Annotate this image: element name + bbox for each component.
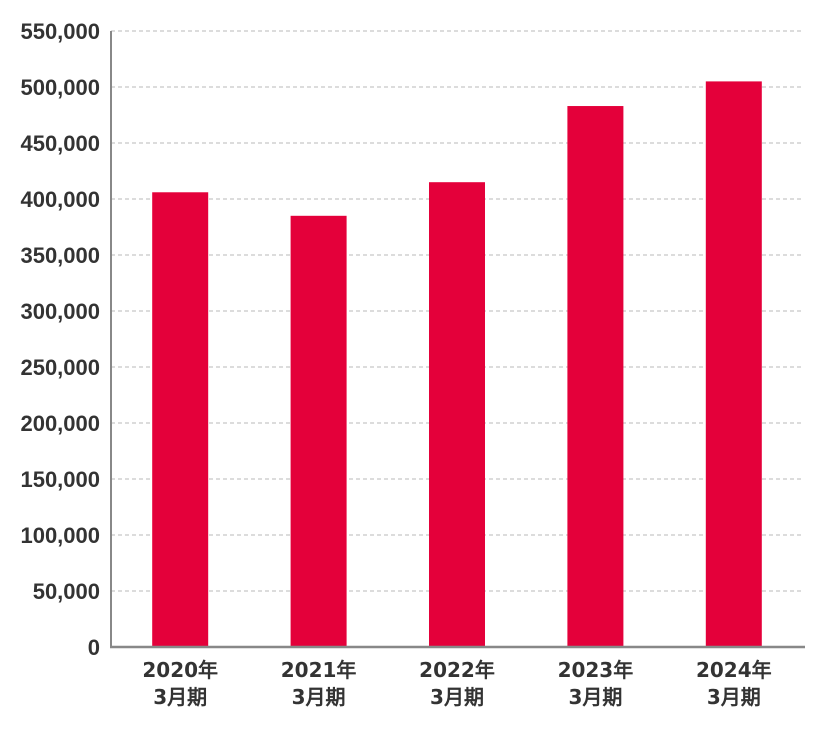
y-tick-label: 150,000 (20, 467, 100, 492)
y-tick-label: 100,000 (20, 523, 100, 548)
y-tick-label: 250,000 (20, 355, 100, 380)
y-tick-label: 0 (88, 635, 100, 660)
y-tick-label: 300,000 (20, 299, 100, 324)
bar (152, 192, 209, 647)
y-tick-label: 50,000 (33, 579, 100, 604)
x-tick-label-line: 2023年 (558, 658, 634, 682)
y-tick-label: 450,000 (20, 131, 100, 156)
x-tick-label-line: 3月期 (153, 685, 207, 709)
x-tick-label: 2023年 3月期 (558, 658, 634, 709)
x-tick-label-line: 3月期 (430, 685, 484, 709)
x-tick-label-line: 2021年 (281, 658, 357, 682)
bars (152, 81, 762, 648)
x-tick-label: 2024年 3月期 (696, 658, 772, 709)
x-tick-label-line: 3月期 (707, 685, 761, 709)
x-tick-label-line: 2024年 (696, 658, 772, 682)
y-axis: 0 50,000 100,000 150,000 200,000 250,000 300,0… (20, 19, 112, 660)
y-tick-label: 350,000 (20, 243, 100, 268)
y-tick-label: 400,000 (20, 187, 100, 212)
y-tick-label: 200,000 (20, 411, 100, 436)
bar (705, 81, 762, 647)
bar (429, 182, 485, 647)
x-tick-label: 2021年 3月期 (281, 658, 357, 709)
x-axis: 2020年 3月期 2021年 3月期 2022年 3月期 2023年 3月期 2024年 3月期 (110, 645, 805, 709)
bar (567, 106, 624, 648)
x-tick-label-line: 3月期 (568, 685, 622, 709)
y-tick-label: 500,000 (20, 75, 100, 100)
y-tick-label: 550,000 (20, 19, 100, 44)
bar (290, 215, 347, 648)
x-tick-label-line: 2022年 (419, 658, 495, 682)
x-tick-label: 2022年 3月期 (419, 658, 495, 709)
x-tick-label-line: 3月期 (292, 685, 346, 709)
x-tick-label: 2020年 3月期 (142, 658, 218, 709)
x-tick-label-line: 2020年 (142, 658, 218, 682)
